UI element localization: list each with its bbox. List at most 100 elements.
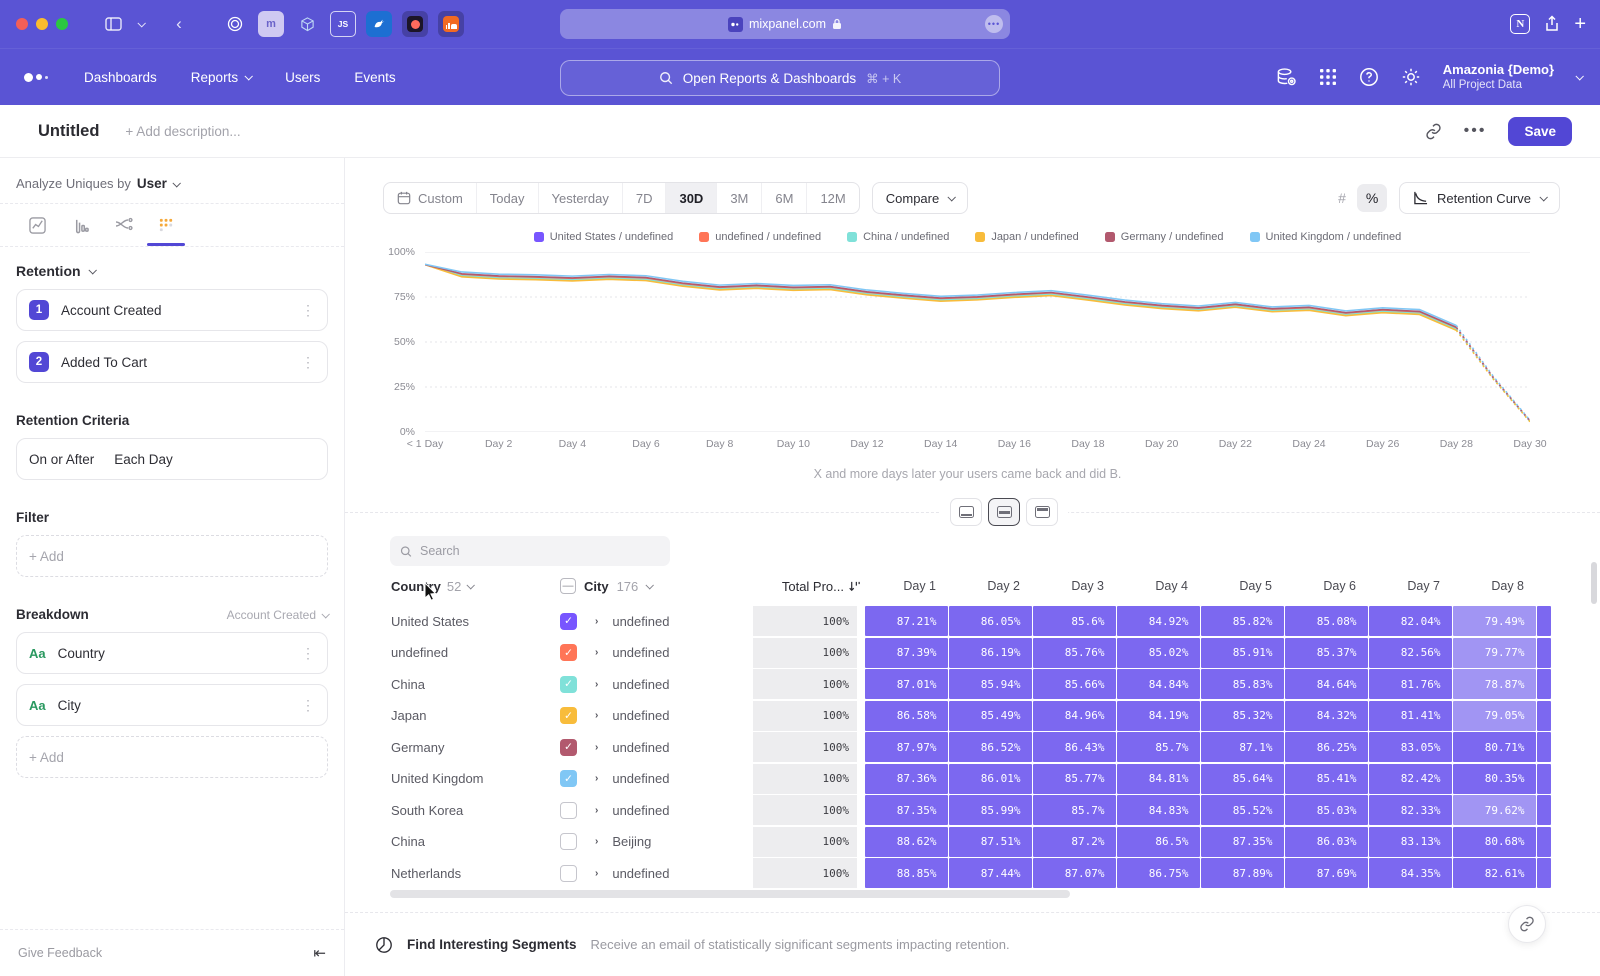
retention-value-cell[interactable]: 87.07% [1033, 858, 1116, 888]
js-favicon-icon[interactable]: JS [330, 11, 356, 37]
retention-value-cell[interactable]: 86.03% [1285, 827, 1368, 857]
share-report-button[interactable] [1508, 905, 1546, 943]
retention-value-cell[interactable]: 82.42% [1369, 764, 1452, 794]
retention-value-cell[interactable]: 81.41% [1369, 701, 1452, 731]
retention-value-cell[interactable]: 82.56% [1369, 638, 1452, 668]
bird-favicon-icon[interactable] [366, 11, 392, 37]
retention-value-cell[interactable]: 80.71% [1453, 732, 1536, 762]
table-row[interactable]: China›Beijing100%88.62%87.51%87.2%86.5%8… [375, 827, 1600, 857]
save-button[interactable]: Save [1508, 117, 1572, 146]
legend-item[interactable]: Japan / undefined [975, 231, 1078, 243]
row-checkbox[interactable] [560, 833, 577, 850]
retention-value-cell[interactable]: 85.41% [1285, 764, 1368, 794]
soundcloud-favicon-icon[interactable] [438, 11, 464, 37]
retention-value-cell[interactable]: 85.94% [949, 669, 1032, 699]
day-column-header[interactable]: Day 3 [1033, 579, 1117, 593]
retention-value-cell[interactable]: 79.77% [1453, 638, 1536, 668]
retention-value-cell[interactable]: 79.62% [1453, 795, 1536, 825]
retention-value-cell[interactable]: 87.97% [865, 732, 948, 762]
mixpanel-logo-icon[interactable] [24, 73, 48, 82]
compare-button[interactable]: Compare [872, 182, 968, 214]
retention-value-cell[interactable]: 85.52% [1201, 795, 1284, 825]
retention-value-cell[interactable]: 79.05% [1453, 701, 1536, 731]
day-column-header[interactable]: Day 1 [865, 579, 949, 593]
back-button[interactable]: ‹ [166, 11, 192, 37]
retention-value-cell[interactable]: 80.35% [1453, 764, 1536, 794]
retention-value-cell[interactable]: 84.32% [1285, 701, 1368, 731]
more-options-button[interactable]: ••• [1464, 122, 1487, 140]
step-added-to-cart[interactable]: 2 Added To Cart ⋮ [16, 341, 328, 383]
percent-toggle[interactable]: % [1357, 184, 1387, 212]
range-today[interactable]: Today [476, 183, 538, 213]
retention-value-cell[interactable]: 84.92% [1117, 606, 1200, 636]
retention-value-cell[interactable]: 86.05% [949, 606, 1032, 636]
layout-table-only-button[interactable] [1026, 498, 1058, 526]
collapse-sidebar-icon[interactable]: ⇤ [313, 944, 326, 962]
retention-value-cell[interactable]: 83.13% [1369, 827, 1452, 857]
retention-value-cell[interactable]: 86.01% [949, 764, 1032, 794]
retention-value-cell[interactable]: 88.85% [865, 858, 948, 888]
sort-descending-icon[interactable] [848, 580, 861, 593]
new-tab-button[interactable]: + [1574, 13, 1586, 36]
absolute-number-toggle[interactable]: # [1327, 184, 1357, 212]
row-checkbox[interactable]: ✓ [560, 739, 577, 756]
retention-value-cell[interactable]: 87.69% [1285, 858, 1368, 888]
add-description-button[interactable]: + Add description... [125, 124, 240, 139]
share-icon[interactable] [1544, 15, 1560, 33]
retention-value-cell[interactable]: 85.77% [1033, 764, 1116, 794]
tab-funnels[interactable] [59, 204, 102, 246]
table-row[interactable]: South Korea›undefined100%87.35%85.99%85.… [375, 795, 1600, 825]
retention-value-cell[interactable]: 86.43% [1033, 732, 1116, 762]
layout-chart-only-button[interactable] [950, 498, 982, 526]
breakdown-city[interactable]: Aa City ⋮ [16, 684, 328, 726]
row-checkbox[interactable] [560, 802, 577, 819]
address-bar[interactable]: mixpanel.com ••• [560, 9, 1010, 39]
table-search-input[interactable] [420, 544, 660, 558]
row-checkbox[interactable]: ✓ [560, 644, 577, 661]
expand-row-icon[interactable]: › [595, 616, 598, 627]
retention-value-cell[interactable]: 85.7% [1033, 795, 1116, 825]
project-switcher[interactable]: Amazonia {Demo} All Project Data [1443, 62, 1554, 93]
row-checkbox[interactable] [560, 865, 577, 882]
expand-row-icon[interactable]: › [595, 647, 598, 658]
retention-value-cell[interactable]: 80.68% [1453, 827, 1536, 857]
m-avatar-favicon-icon[interactable]: m [258, 11, 284, 37]
add-breakdown-button[interactable]: + Add [16, 736, 328, 778]
retention-value-cell[interactable]: 84.81% [1117, 764, 1200, 794]
range-6m[interactable]: 6M [761, 183, 806, 213]
retention-value-cell[interactable]: 88.62% [865, 827, 948, 857]
day-column-header[interactable]: Day 5 [1201, 579, 1285, 593]
retention-value-cell[interactable]: 86.19% [949, 638, 1032, 668]
expand-row-icon[interactable]: › [595, 836, 598, 847]
expand-row-icon[interactable]: › [595, 679, 598, 690]
add-filter-button[interactable]: + Add [16, 535, 328, 577]
chart-type-selector[interactable]: Retention Curve [1399, 182, 1560, 214]
window-close-button[interactable] [16, 18, 28, 30]
range-12m[interactable]: 12M [806, 183, 858, 213]
row-checkbox[interactable]: ✓ [560, 613, 577, 630]
horizontal-scrollbar[interactable] [390, 890, 1070, 898]
retention-value-cell[interactable]: 87.39% [865, 638, 948, 668]
data-management-icon[interactable] [1276, 67, 1297, 87]
range-7d[interactable]: 7D [622, 183, 666, 213]
global-search-button[interactable]: Open Reports & Dashboards ⌘ + K [560, 60, 1000, 96]
criteria-mode[interactable]: On or After [29, 452, 94, 467]
page-actions-button[interactable]: ••• [985, 15, 1003, 33]
apps-grid-icon[interactable] [1319, 68, 1337, 86]
legend-item[interactable]: United States / undefined [534, 231, 674, 243]
criteria-card[interactable]: On or After Each Day [16, 438, 328, 480]
row-checkbox[interactable]: ✓ [560, 770, 577, 787]
retention-value-cell[interactable]: 84.84% [1117, 669, 1200, 699]
retention-value-cell[interactable]: 86.75% [1117, 858, 1200, 888]
retention-value-cell[interactable]: 84.83% [1117, 795, 1200, 825]
table-row[interactable]: Japan✓›undefined100%86.58%85.49%84.96%84… [375, 701, 1600, 731]
patreon-favicon-icon[interactable] [402, 11, 428, 37]
total-column-header[interactable]: Total Pro... [782, 579, 844, 594]
window-minimize-button[interactable] [36, 18, 48, 30]
step-account-created[interactable]: 1 Account Created ⋮ [16, 289, 328, 331]
legend-item[interactable]: undefined / undefined [699, 231, 821, 243]
tab-flows[interactable] [102, 204, 145, 246]
analyze-entity-selector[interactable]: User [137, 176, 167, 191]
retention-value-cell[interactable]: 84.64% [1285, 669, 1368, 699]
expand-row-icon[interactable]: › [595, 710, 598, 721]
